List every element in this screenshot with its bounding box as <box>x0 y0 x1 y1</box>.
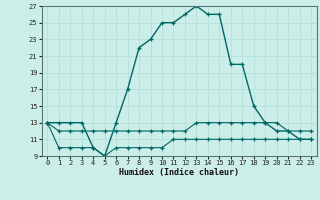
X-axis label: Humidex (Indice chaleur): Humidex (Indice chaleur) <box>119 168 239 177</box>
